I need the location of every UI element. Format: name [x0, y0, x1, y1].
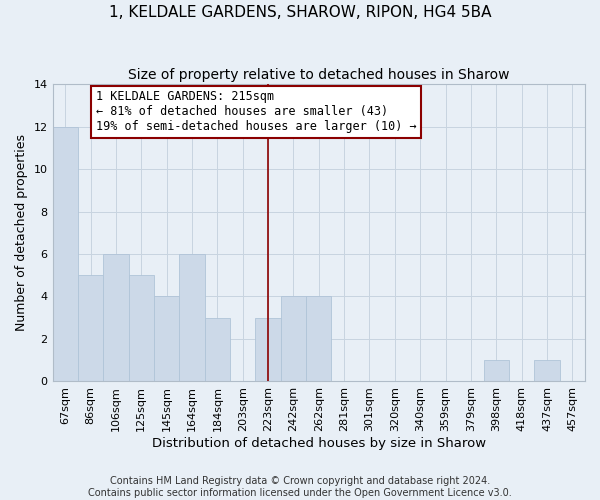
Bar	[103, 254, 128, 382]
Bar	[53, 126, 78, 382]
Text: 1, KELDALE GARDENS, SHAROW, RIPON, HG4 5BA: 1, KELDALE GARDENS, SHAROW, RIPON, HG4 5…	[109, 5, 491, 20]
Bar	[484, 360, 509, 382]
Y-axis label: Number of detached properties: Number of detached properties	[15, 134, 28, 332]
Title: Size of property relative to detached houses in Sharow: Size of property relative to detached ho…	[128, 68, 509, 82]
Bar	[179, 254, 205, 382]
Bar	[306, 296, 331, 382]
Bar	[128, 275, 154, 382]
X-axis label: Distribution of detached houses by size in Sharow: Distribution of detached houses by size …	[152, 437, 486, 450]
Bar	[256, 318, 281, 382]
Bar	[534, 360, 560, 382]
Text: Contains HM Land Registry data © Crown copyright and database right 2024.
Contai: Contains HM Land Registry data © Crown c…	[88, 476, 512, 498]
Bar	[78, 275, 103, 382]
Bar	[154, 296, 179, 382]
Bar	[205, 318, 230, 382]
Bar	[281, 296, 306, 382]
Text: 1 KELDALE GARDENS: 215sqm
← 81% of detached houses are smaller (43)
19% of semi-: 1 KELDALE GARDENS: 215sqm ← 81% of detac…	[95, 90, 416, 134]
